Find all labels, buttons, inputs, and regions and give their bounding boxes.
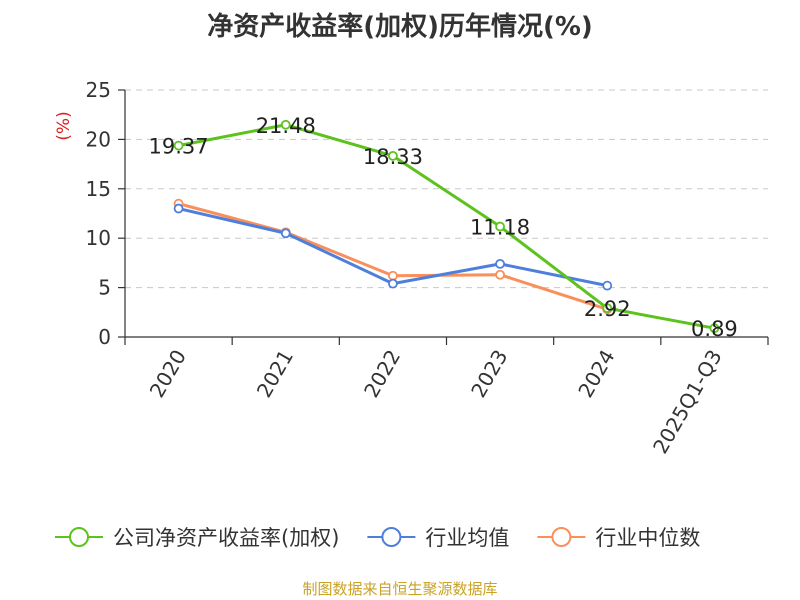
data-point [280, 228, 291, 239]
x-tick-label: 2022 [359, 346, 405, 402]
data-point [709, 323, 720, 334]
data-labels: 19.37 21.48 18.33 11.18 2.92 0.89 [149, 114, 738, 341]
y-tick-label: 15 [86, 177, 111, 201]
y-tick-label: 20 [86, 127, 111, 151]
data-point [495, 221, 505, 232]
data-label: 21.48 [256, 114, 316, 138]
data-label: 18.33 [363, 145, 423, 169]
x-tick-label: 2020 [145, 346, 191, 402]
data-point [280, 119, 291, 130]
source-note: 制图数据来自恒生聚源数据库 [302, 580, 498, 598]
legend-label: 公司净资产收益率(加权) [113, 526, 339, 550]
x-tick-label: 2025Q1-Q3 [648, 346, 727, 458]
axes [118, 89, 769, 345]
grid-lines [125, 89, 768, 289]
legend-marker [551, 527, 572, 547]
data-point [173, 140, 184, 151]
series-lines [173, 119, 720, 334]
y-tick-label: 0 [98, 325, 111, 349]
data-point [495, 269, 505, 280]
data-label: 19.37 [149, 135, 209, 159]
data-label: 11.18 [470, 216, 530, 240]
legend: 公司净资产收益率(加权) 行业均值 行业中位数 [55, 526, 700, 550]
data-point [173, 203, 184, 214]
legend-marker [381, 527, 402, 547]
data-point [602, 303, 613, 314]
y-tick-label: 25 [86, 78, 111, 102]
legend-label: 行业均值 [425, 526, 509, 550]
data-point [388, 150, 398, 161]
y-axis-label: (%) [54, 111, 74, 140]
data-point [495, 258, 505, 269]
y-tick-label: 5 [98, 276, 111, 300]
x-tick-labels: 2020 2021 2022 2023 2024 2025Q1-Q3 [145, 346, 727, 458]
data-point [388, 278, 398, 289]
x-tick-label: 2023 [466, 346, 512, 402]
y-tick-labels: 0 5 10 15 20 25 [86, 78, 111, 349]
data-point [388, 270, 398, 281]
x-tick-label: 2021 [252, 346, 298, 402]
y-tick-label: 10 [86, 226, 111, 250]
series-line [178, 123, 715, 330]
data-label: 2.92 [584, 297, 631, 321]
legend-label: 行业中位数 [595, 526, 700, 550]
data-label: 0.89 [691, 317, 738, 341]
data-point [602, 280, 613, 291]
legend-marker [69, 527, 89, 547]
series-line [178, 202, 608, 311]
x-tick-label: 2024 [573, 346, 619, 402]
chart-title: 净资产收益率(加权)历年情况(%) [207, 12, 593, 42]
